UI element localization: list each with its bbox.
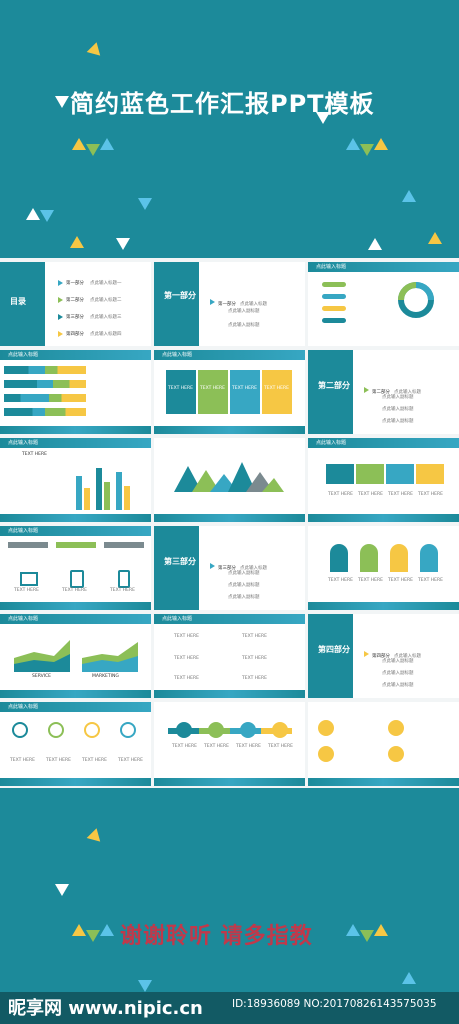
tablet-icon	[70, 570, 84, 588]
part3-slide[interactable]: 第三部分 第三部分 点此输入标题 点此输入副标题 点此输入副标题 点此输入副标题	[154, 526, 305, 610]
part1-panel: 第一部分	[154, 262, 199, 346]
triangle-chart-slide[interactable]	[154, 438, 305, 522]
timeline-slide[interactable]: TEXT HERE TEXT HERE TEXT HERE TEXT HERE	[154, 702, 305, 786]
triangle-icon	[360, 144, 374, 156]
avatar	[318, 746, 334, 762]
triangle-icon	[374, 138, 388, 150]
avatar	[318, 720, 334, 736]
part1-label: 第一部分	[164, 291, 196, 300]
avatar	[388, 746, 404, 762]
triangle-icon	[402, 972, 416, 984]
slide-thumbnail-grid	[0, 258, 459, 788]
triangle-icon	[402, 190, 416, 202]
phone-icon	[118, 570, 130, 588]
triangle-icon	[86, 930, 100, 942]
triangle-icon	[55, 884, 69, 896]
triangle-icon	[100, 138, 114, 150]
toc-item: 第二部分 点此输入标题二	[58, 291, 122, 308]
icon-list-slide[interactable]: 点此输入标题 TEXT HERE TEXT HERE TEXT HERE TEX…	[154, 614, 305, 698]
triangle-icon	[138, 198, 152, 210]
monitor-icon	[20, 572, 38, 586]
triangle-icon	[55, 96, 69, 108]
triangle-icon	[116, 238, 130, 250]
triangle-icon	[72, 138, 86, 150]
toc-title: 目录	[10, 297, 26, 306]
bar-slide[interactable]: 点此输入标题	[0, 350, 151, 434]
part1-sub: 点此输入副标题	[228, 309, 260, 314]
donut-slide[interactable]: 点此输入标题	[308, 262, 459, 346]
triangle-icon	[86, 144, 100, 156]
toc-item: 第一部分 点此输入标题一	[58, 274, 122, 291]
toc-slide[interactable]: 目录 第一部分 点此输入标题一 第二部分 点此输入标题二 第三部分 点此输入标题三 第…	[0, 262, 151, 346]
badge-slide[interactable]: TEXT HERE TEXT HERE TEXT HERE TEXT HERE	[308, 526, 459, 610]
triangle-chart	[174, 462, 284, 492]
watermark-id: ID:18936089 NO:20170826143575035	[232, 998, 437, 1010]
four-tab-slide[interactable]: 点此输入标题 TEXT HERE TEXT HERE TEXT HERE TEX…	[308, 438, 459, 522]
part3-label: 第三部分	[164, 557, 196, 566]
triangle-icon	[374, 924, 388, 936]
area-charts	[14, 640, 138, 672]
triangle-icon	[316, 112, 330, 124]
toc-list: 第一部分 点此输入标题一 第二部分 点此输入标题二 第三部分 点此输入标题三 第四部分…	[58, 274, 122, 342]
triangle-icon	[360, 930, 374, 942]
toc-item: 第三部分 点此输入标题三	[58, 308, 122, 325]
part1-title: 第一部分 点此输入标题	[210, 292, 267, 310]
part1-sub: 点此输入副标题	[228, 323, 260, 328]
part1-slide[interactable]: 第一部分 第一部分 点此输入标题 点此输入副标题 点此输入副标题	[154, 262, 305, 346]
donut-chart	[398, 282, 434, 318]
people-slide[interactable]: 点此输入标题 TEXT HERE TEXT HERE TEXT HERE TEX…	[0, 702, 151, 786]
thanks-text: 谢谢聆听 请多指教	[120, 924, 313, 949]
column-chart-slide[interactable]: 点此输入标题 TEXT HERE	[0, 438, 151, 522]
triangle-icon	[72, 924, 86, 936]
part4-slide[interactable]: 第四部分 第四部分 点此输入标题 点此输入副标题 点此输入副标题 点此输入副标题	[308, 614, 459, 698]
watermark-logo: 昵享网 www.nipic.cn	[8, 998, 203, 1019]
watermark-bar	[0, 992, 459, 1024]
triangle-icon	[368, 238, 382, 250]
team-slide[interactable]	[308, 702, 459, 786]
triangle-icon	[346, 138, 360, 150]
part4-label: 第四部分	[318, 645, 350, 654]
triangle-icon	[138, 980, 152, 992]
area-chart-slide[interactable]: 点此输入标题 SERVICE MARKETING	[0, 614, 151, 698]
toc-panel: 目录	[0, 262, 45, 346]
triangle-icon	[346, 924, 360, 936]
toc-item: 第四部分 点此输入标题四	[58, 325, 122, 342]
avatar	[388, 720, 404, 736]
part2-label: 第二部分	[318, 381, 350, 390]
part2-slide[interactable]: 第二部分 第二部分 点此输入标题 点此输入副标题 点此输入副标题 点此输入副标题	[308, 350, 459, 434]
triangle-icon	[100, 924, 114, 936]
triangle-icon	[428, 232, 442, 244]
closing-slide	[0, 788, 459, 1024]
triangle-icon	[70, 236, 84, 248]
triangle-icon	[40, 210, 54, 222]
title-slide	[0, 0, 459, 258]
device-slide[interactable]: 点此输入标题 TEXT HERE TEXT HERE TEXT HERE	[0, 526, 151, 610]
four-box-slide[interactable]: 点此输入标题 TEXT HERE TEXT HERE TEXT HERE TEX…	[154, 350, 305, 434]
triangle-icon	[26, 208, 40, 220]
